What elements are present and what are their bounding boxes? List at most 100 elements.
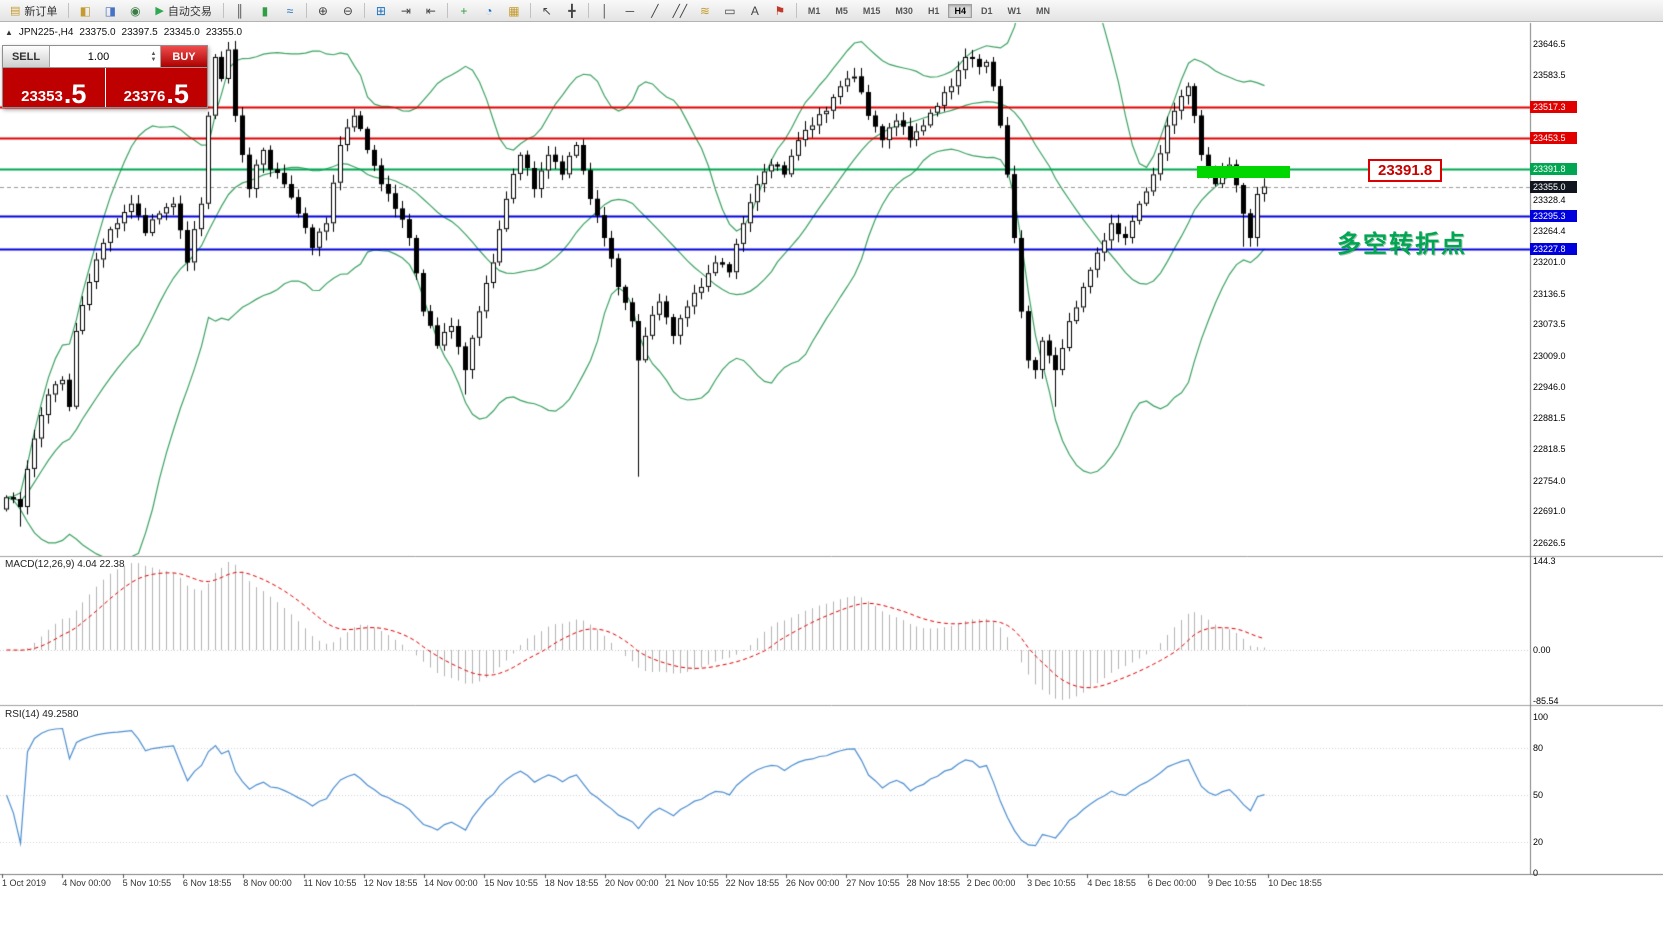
macd-scale-label: -85.54: [1533, 696, 1559, 706]
data-window-icon[interactable]: ◨: [104, 3, 117, 18]
buy-price-display[interactable]: 23376 .5: [105, 68, 207, 107]
autotrading-button-label: 自动交易: [167, 5, 212, 18]
templates-icon[interactable]: ▦: [508, 3, 520, 18]
time-axis-label: 14 Nov 00:00: [424, 878, 478, 888]
zoom-out-icon[interactable]: ⊖: [342, 3, 353, 18]
time-axis-label: 4 Dec 18:55: [1087, 878, 1136, 888]
bar-chart-icon[interactable]: ║: [235, 3, 245, 18]
rsi-scale-label: 50: [1533, 790, 1544, 800]
new-order-button-label: 新订单: [24, 5, 58, 18]
time-axis-label: 4 Nov 00:00: [62, 878, 111, 888]
text-icon[interactable]: A: [750, 3, 759, 18]
toolbar-separator: [587, 3, 589, 18]
time-axis-label: 18 Nov 18:55: [544, 878, 599, 888]
sell-button[interactable]: SELL: [3, 46, 50, 67]
pivot-highlight-bar[interactable]: [1197, 166, 1290, 178]
timeframe-m30[interactable]: M30: [895, 5, 913, 16]
price-tick: 23136.5: [1533, 288, 1566, 299]
timeframe-h4[interactable]: H4: [948, 3, 972, 18]
price-tick: 22946.0: [1533, 381, 1566, 392]
open-value: 23375.0: [79, 27, 116, 38]
rsi-scale-label: 100: [1533, 712, 1549, 722]
time-axis-label: 15 Nov 10:55: [484, 878, 538, 888]
channel-icon[interactable]: ╱╱: [672, 3, 688, 18]
timeframe-m1[interactable]: M1: [807, 5, 821, 16]
time-axis-label: 3 Dec 10:55: [1027, 878, 1076, 888]
volume-stepper: ▲ ▼: [147, 51, 160, 63]
line-chart-icon[interactable]: ≈: [286, 3, 294, 18]
trendline-icon[interactable]: ╱: [651, 3, 659, 18]
resistance-price-label-2: 23453.5: [1530, 132, 1577, 145]
fibonacci-icon[interactable]: ≋: [699, 3, 710, 18]
crosshair-icon[interactable]: ╋: [568, 3, 576, 18]
toolbar-separator: [68, 3, 70, 18]
price-tick: 23201.0: [1533, 256, 1566, 267]
one-click-trade-panel: SELL 1.00 ▲ ▼ BUY 23353 .5 23376 .5: [2, 45, 208, 108]
symbol-period-label: JPN225-,H4: [18, 27, 74, 38]
rsi-scale-label: 0: [1533, 868, 1539, 878]
toolbar-separator: [305, 3, 307, 18]
price-tick: 23073.5: [1533, 319, 1566, 330]
high-value: 23397.5: [121, 27, 158, 38]
timeframe-w1[interactable]: W1: [1007, 5, 1021, 16]
horizontal-line-icon[interactable]: ─: [625, 3, 635, 18]
autotrading-button[interactable]: ▶ 自动交易: [148, 1, 218, 21]
toolbar-separator: [529, 3, 531, 18]
sell-price-frac: .5: [63, 78, 87, 109]
price-tick: 22881.5: [1533, 413, 1566, 424]
toolbar-separator: [222, 3, 224, 18]
volume-down-button[interactable]: ▼: [150, 56, 157, 63]
time-axis-label: 20 Nov 00:00: [605, 878, 659, 888]
market-watch-icon[interactable]: ◧: [79, 3, 92, 18]
new-order-icon: ▤: [10, 5, 21, 17]
navigator-icon[interactable]: ◉: [130, 3, 141, 18]
chart-header: ▲ JPN225-,H4 23375.0 23397.5 23345.0 233…: [5, 27, 242, 38]
timeframe-m15[interactable]: M15: [862, 5, 881, 16]
price-tick: 22626.5: [1533, 538, 1566, 548]
price-tick: 23583.5: [1533, 69, 1566, 80]
periods-icon[interactable]: ◔: [485, 3, 493, 18]
pivot-note-text: 多空转折点: [1337, 231, 1467, 258]
volume-field[interactable]: 1.00 ▲ ▼: [50, 46, 161, 67]
shapes-icon[interactable]: ▭: [724, 3, 736, 18]
timeframe-h1[interactable]: H1: [927, 5, 940, 16]
new-order-button[interactable]: ▤ 新订单: [3, 1, 64, 21]
sell-price-display[interactable]: 23353 .5: [3, 68, 105, 107]
rsi-indicator-label: RSI(14) 49.2580: [5, 709, 79, 720]
indicators-add-icon[interactable]: +: [460, 3, 468, 18]
macd-indicator-label: MACD(12,26,9) 4.04 22.38: [5, 559, 125, 570]
volume-up-button[interactable]: ▲: [150, 50, 157, 57]
price-tick: 22754.0: [1533, 475, 1566, 486]
time-axis-label: 6 Dec 00:00: [1147, 878, 1197, 888]
toolbar-separator: [446, 3, 448, 18]
sell-price-main: 23353: [21, 88, 63, 105]
current-price-label: 23355.0: [1530, 180, 1577, 193]
time-axis-label: 1 Oct 2019: [2, 878, 47, 888]
price-tick: 23646.5: [1533, 39, 1566, 49]
timeframe-d1[interactable]: D1: [980, 5, 993, 16]
rsi-scale-label: 20: [1533, 836, 1544, 847]
buy-button[interactable]: BUY: [161, 46, 207, 67]
arrow-tools-icon[interactable]: ⚑: [774, 3, 786, 18]
timeframe-mn[interactable]: MN: [1035, 5, 1050, 16]
price-tick: 23009.0: [1533, 350, 1566, 361]
timeframe-m5[interactable]: M5: [835, 5, 848, 16]
price-callout-label[interactable]: 23391.8: [1368, 159, 1443, 182]
auto-scroll-icon[interactable]: ⇥: [400, 3, 411, 18]
volume-value[interactable]: 1.00: [87, 50, 110, 63]
time-axis-label: 21 Nov 10:55: [665, 878, 719, 888]
price-tick: 22691.0: [1533, 506, 1566, 517]
time-axis-label: 26 Nov 00:00: [785, 878, 840, 888]
support-price-label-2: 23227.8: [1530, 242, 1577, 255]
candlestick-chart-icon[interactable]: ▮: [261, 3, 269, 18]
chart-shift-icon[interactable]: ⇤: [425, 3, 436, 18]
time-axis-label: 10 Dec 18:55: [1268, 878, 1322, 888]
vertical-line-icon[interactable]: │: [601, 3, 609, 18]
zoom-in-icon[interactable]: ⊕: [317, 3, 328, 18]
time-axis-label: 22 Nov 18:55: [725, 878, 780, 888]
tile-windows-icon[interactable]: ⊞: [375, 3, 386, 18]
pivot-price-label: 23391.8: [1530, 162, 1577, 175]
cursor-icon[interactable]: ↖: [541, 3, 552, 18]
